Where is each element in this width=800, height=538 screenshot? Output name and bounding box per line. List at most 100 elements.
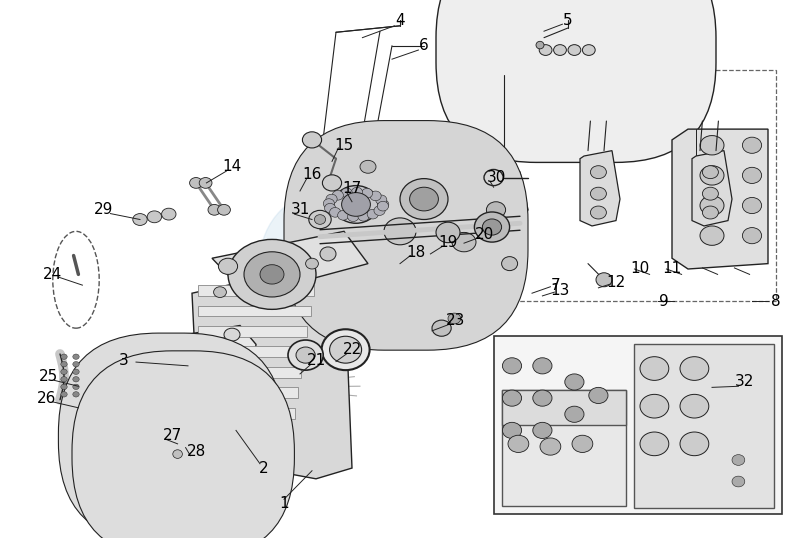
Text: 17: 17	[342, 181, 362, 196]
Text: 26: 26	[37, 391, 56, 406]
Ellipse shape	[448, 313, 461, 324]
Ellipse shape	[306, 258, 318, 269]
Ellipse shape	[61, 377, 67, 382]
Text: 14: 14	[222, 159, 242, 174]
Text: 22: 22	[342, 342, 362, 357]
Ellipse shape	[320, 247, 336, 261]
Ellipse shape	[314, 215, 326, 224]
Ellipse shape	[73, 369, 79, 374]
Ellipse shape	[533, 390, 552, 406]
Text: 15: 15	[334, 138, 354, 153]
Ellipse shape	[640, 357, 669, 380]
Text: 3: 3	[119, 353, 129, 368]
Ellipse shape	[260, 265, 284, 284]
Ellipse shape	[502, 422, 522, 438]
Bar	[634, 344, 774, 508]
Polygon shape	[672, 129, 768, 269]
Ellipse shape	[338, 210, 349, 220]
Ellipse shape	[61, 392, 67, 397]
Ellipse shape	[700, 226, 724, 245]
Text: 21: 21	[306, 353, 326, 368]
Ellipse shape	[474, 212, 510, 242]
Ellipse shape	[702, 206, 718, 219]
Text: 2: 2	[259, 461, 269, 476]
Polygon shape	[580, 151, 620, 226]
Ellipse shape	[680, 357, 709, 380]
Polygon shape	[198, 306, 310, 316]
Ellipse shape	[640, 394, 669, 418]
Ellipse shape	[309, 210, 331, 229]
Text: 28: 28	[186, 444, 206, 459]
Text: 27: 27	[162, 428, 182, 443]
Polygon shape	[198, 346, 304, 357]
Ellipse shape	[358, 211, 369, 221]
Ellipse shape	[214, 287, 226, 298]
Ellipse shape	[148, 424, 164, 437]
Ellipse shape	[732, 476, 745, 487]
FancyBboxPatch shape	[436, 0, 716, 162]
FancyBboxPatch shape	[72, 351, 294, 538]
Ellipse shape	[533, 358, 552, 374]
Ellipse shape	[410, 187, 438, 211]
Text: 13: 13	[550, 283, 570, 298]
Ellipse shape	[326, 194, 337, 204]
Ellipse shape	[173, 450, 182, 458]
Ellipse shape	[124, 424, 140, 437]
Ellipse shape	[351, 187, 362, 197]
Ellipse shape	[73, 354, 79, 359]
Ellipse shape	[590, 187, 606, 200]
Ellipse shape	[302, 132, 322, 148]
Ellipse shape	[73, 362, 79, 367]
Ellipse shape	[742, 228, 762, 244]
Text: 31: 31	[290, 202, 310, 217]
Ellipse shape	[565, 374, 584, 390]
Ellipse shape	[596, 273, 612, 287]
Ellipse shape	[133, 214, 147, 225]
Polygon shape	[112, 325, 256, 441]
Polygon shape	[198, 326, 307, 337]
Polygon shape	[198, 367, 302, 378]
Ellipse shape	[341, 188, 352, 198]
Polygon shape	[212, 231, 368, 296]
Ellipse shape	[296, 347, 315, 363]
Ellipse shape	[288, 340, 323, 370]
Ellipse shape	[362, 188, 373, 198]
Ellipse shape	[400, 179, 448, 220]
Ellipse shape	[228, 239, 316, 309]
Text: 8: 8	[771, 294, 781, 309]
Ellipse shape	[61, 369, 67, 374]
Ellipse shape	[325, 203, 336, 213]
Ellipse shape	[147, 211, 162, 223]
Ellipse shape	[502, 358, 522, 374]
Ellipse shape	[73, 377, 79, 382]
Bar	[480, 70, 776, 301]
Ellipse shape	[700, 136, 724, 155]
Text: 24: 24	[42, 267, 62, 282]
Ellipse shape	[590, 166, 606, 179]
Text: 7: 7	[551, 278, 561, 293]
Ellipse shape	[73, 384, 79, 390]
Circle shape	[260, 189, 404, 333]
Ellipse shape	[162, 208, 176, 220]
Ellipse shape	[128, 343, 144, 356]
Ellipse shape	[680, 394, 709, 418]
Text: 25: 25	[38, 369, 58, 384]
Text: 29: 29	[94, 202, 114, 217]
Text: 6: 6	[419, 38, 429, 53]
Ellipse shape	[61, 362, 67, 367]
Ellipse shape	[589, 387, 608, 404]
Text: MOTORPARTS: MOTORPARTS	[304, 280, 496, 303]
Ellipse shape	[702, 187, 718, 200]
Ellipse shape	[742, 197, 762, 214]
Polygon shape	[198, 285, 314, 296]
Polygon shape	[692, 151, 732, 226]
Text: 20: 20	[474, 226, 494, 242]
Ellipse shape	[432, 320, 451, 336]
Ellipse shape	[436, 222, 460, 243]
Text: 10: 10	[630, 261, 650, 277]
Bar	[494, 336, 782, 514]
Text: 19: 19	[438, 235, 458, 250]
Ellipse shape	[640, 432, 669, 456]
Ellipse shape	[533, 422, 552, 438]
Ellipse shape	[378, 201, 389, 211]
